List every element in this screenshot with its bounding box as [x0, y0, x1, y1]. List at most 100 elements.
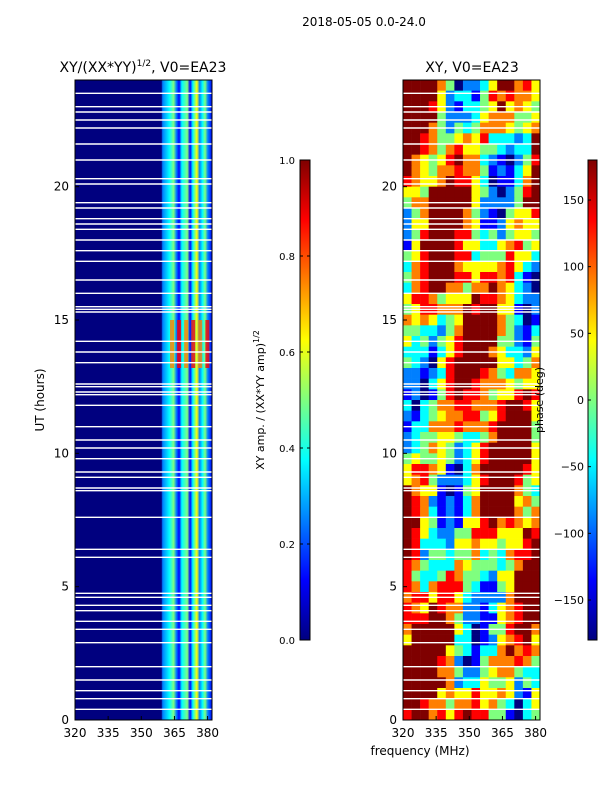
- phase-cell: [411, 677, 421, 689]
- phase-cell: [411, 709, 421, 721]
- phase-cell: [437, 261, 447, 273]
- phase-cell: [454, 698, 464, 710]
- phase-colorbar-tick-label: 150: [563, 194, 584, 207]
- phase-y-tick-label: 15: [382, 313, 397, 327]
- phase-cell: [514, 90, 524, 102]
- phase-cell: [505, 570, 515, 582]
- phase-cell: [420, 176, 429, 187]
- phase-cell: [471, 432, 481, 443]
- phase-cell: [437, 165, 447, 177]
- phase-cell: [514, 709, 524, 721]
- phase-cell: [531, 261, 541, 273]
- phase-cell: [462, 517, 472, 529]
- phase-cell: [445, 549, 455, 561]
- phase-cell: [522, 549, 532, 561]
- phase-cell: [480, 538, 489, 550]
- amp-colorbar-gradient: [299, 159, 311, 641]
- phase-cell: [403, 250, 412, 262]
- phase-cell: [531, 474, 541, 486]
- phase-cell: [480, 80, 489, 91]
- phase-colorbar-tick-label: −50: [561, 461, 584, 474]
- phase-cell: [428, 432, 438, 443]
- phase-cell: [522, 538, 532, 550]
- phase-cell: [497, 645, 507, 657]
- phase-cell: [522, 698, 532, 710]
- phase-cell: [462, 80, 472, 91]
- phase-cell: [488, 325, 498, 337]
- amp-colorbar-ticks: 0.0 0.2 0.4 0.6 0.8 1.0: [279, 156, 310, 647]
- phase-cell: [471, 176, 481, 187]
- phase-cell: [420, 314, 429, 326]
- phase-cell: [462, 432, 472, 443]
- phase-cell: [454, 432, 464, 443]
- phase-cell: [505, 250, 515, 262]
- phase-cell: [454, 464, 464, 475]
- phase-cell: [505, 602, 515, 614]
- phase-cell: [505, 613, 515, 625]
- phase-cell: [403, 314, 412, 326]
- phase-cell: [437, 410, 447, 422]
- phase-cell: [531, 549, 541, 561]
- phase-cell: [411, 165, 421, 177]
- phase-cell: [462, 282, 472, 294]
- phase-cell: [497, 325, 507, 337]
- phase-cell: [522, 496, 532, 507]
- phase-cell: [471, 272, 481, 283]
- phase-cell: [488, 709, 498, 721]
- phase-cell: [488, 496, 498, 507]
- phase-cell: [522, 528, 532, 539]
- phase-cell: [454, 506, 464, 518]
- phase-cell: [454, 186, 464, 198]
- phase-cell: [445, 90, 455, 102]
- phase-cell: [411, 133, 421, 145]
- phase-cell: [488, 581, 498, 593]
- phase-cell: [420, 496, 429, 507]
- phase-cell: [428, 549, 438, 561]
- phase-cell: [403, 506, 412, 518]
- phase-cell: [514, 272, 524, 283]
- phase-cell: [403, 677, 412, 689]
- phase-cell: [411, 528, 421, 539]
- phase-cell: [488, 165, 498, 177]
- phase-cell: [411, 570, 421, 582]
- phase-cell: [454, 634, 464, 646]
- amp-hot-cell: [170, 320, 175, 368]
- phase-cell: [471, 229, 481, 241]
- phase-cell: [531, 208, 541, 219]
- phase-cell: [454, 293, 464, 305]
- phase-cell: [445, 325, 455, 337]
- phase-cell: [488, 634, 498, 646]
- phase-cell: [531, 528, 541, 539]
- phase-cell: [420, 666, 429, 678]
- phase-cell: [497, 133, 507, 145]
- phase-cell: [411, 634, 421, 646]
- phase-cell: [480, 496, 489, 507]
- phase-cell: [462, 560, 472, 571]
- phase-cell: [403, 261, 412, 273]
- phase-cell: [522, 581, 532, 593]
- phase-cell: [522, 464, 532, 475]
- phase-cell: [454, 581, 464, 593]
- phase-cell: [497, 602, 507, 614]
- phase-cell: [445, 613, 455, 625]
- phase-cell: [411, 90, 421, 102]
- phase-cell: [514, 325, 524, 337]
- phase-cell: [420, 293, 429, 305]
- phase-cell: [454, 528, 464, 539]
- phase-cell: [514, 538, 524, 550]
- phase-cell: [411, 602, 421, 614]
- phase-cell: [462, 410, 472, 422]
- phase-cell: [514, 368, 524, 379]
- phase-cell: [497, 229, 507, 241]
- phase-cell: [428, 250, 438, 262]
- phase-cell: [531, 410, 541, 422]
- phase-cell: [497, 80, 507, 91]
- phase-cell: [505, 186, 515, 198]
- phase-cell: [420, 581, 429, 593]
- phase-cell: [411, 293, 421, 305]
- phase-cell: [411, 517, 421, 529]
- phase-cell: [531, 133, 541, 145]
- phase-y-axis: 0 5 10 15 20: [382, 180, 407, 727]
- phase-cell: [471, 496, 481, 507]
- phase-cell: [488, 688, 498, 699]
